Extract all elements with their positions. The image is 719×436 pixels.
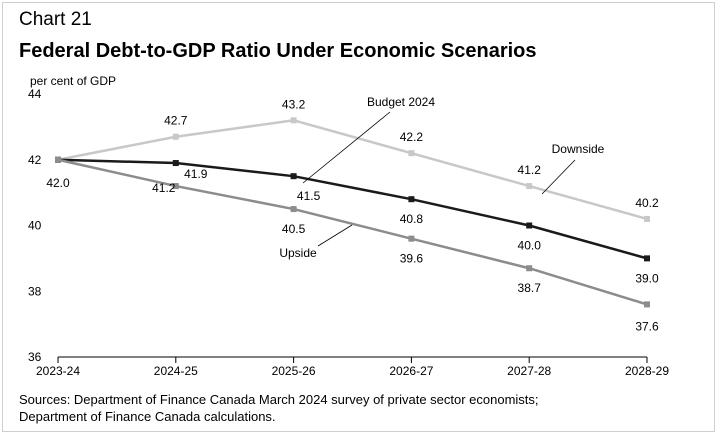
- point-budget-2024-2027-28: [526, 222, 533, 229]
- data-label-downside-2025-26: 43.2: [282, 97, 306, 111]
- sources-line-2: Department of Finance Canada calculation…: [19, 409, 276, 424]
- data-label-budget-2024-2028-29: 39.0: [635, 271, 659, 285]
- chart-title: Federal Debt-to-GDP Ratio Under Economic…: [19, 40, 537, 62]
- sources-note: Sources: Department of Finance Canada Ma…: [19, 391, 699, 425]
- data-label-upside-2027-28: 38.7: [518, 281, 542, 295]
- data-label-budget-2024-2026-27: 40.8: [400, 212, 424, 226]
- x-tick-label-2026-27: 2026-27: [389, 364, 433, 378]
- x-tick-label-2025-26: 2025-26: [272, 364, 316, 378]
- y-tick-label-40: 40: [28, 219, 42, 233]
- data-label-upside-2026-27: 39.6: [400, 252, 424, 266]
- point-downside-2027-28: [526, 183, 533, 190]
- series-label-budget-2024: Budget 2024: [367, 95, 435, 109]
- point-budget-2024-2026-27: [408, 196, 415, 203]
- data-label-downside-2026-27: 42.2: [400, 130, 424, 144]
- x-tick-label-2023-24: 2023-24: [36, 364, 80, 378]
- data-label-downside-2024-25: 42.7: [164, 114, 188, 128]
- data-label-upside-2024-25: 41.2: [152, 181, 176, 195]
- data-label-downside-2027-28: 41.2: [518, 163, 542, 177]
- leader-line-downside: [541, 159, 576, 195]
- data-label-budget-2024-2027-28: 40.0: [518, 239, 542, 253]
- point-downside-2026-27: [408, 150, 415, 157]
- y-axis-label: per cent of GDP: [30, 74, 116, 88]
- sources-line-1: Sources: Department of Finance Canada Ma…: [19, 392, 539, 407]
- point-budget-2024-2028-29: [644, 255, 650, 262]
- point-upside-2025-26: [290, 206, 297, 213]
- y-tick-label-42: 42: [28, 153, 42, 167]
- y-tick-label-36: 36: [28, 350, 42, 364]
- series-label-upside: Upside: [279, 246, 317, 260]
- data-label-budget-2024-2023-24: 42.0: [46, 176, 70, 190]
- point-budget-2024-2024-25: [172, 160, 179, 167]
- data-label-budget-2024-2024-25: 41.9: [184, 167, 208, 181]
- point-upside-2023-24: [55, 156, 61, 163]
- y-tick-label-44: 44: [28, 87, 42, 101]
- point-budget-2024-2025-26: [290, 173, 297, 180]
- point-downside-2028-29: [644, 215, 650, 222]
- data-label-upside-2028-29: 37.6: [635, 319, 659, 333]
- leader-line-budget-2024: [302, 111, 391, 184]
- x-tick-label-2027-28: 2027-28: [507, 364, 551, 378]
- series-label-downside: Downside: [552, 142, 605, 156]
- point-upside-2024-25: [172, 183, 179, 190]
- data-label-upside-2025-26: 40.5: [282, 222, 306, 236]
- y-tick-label-38: 38: [28, 284, 42, 298]
- x-tick-label-2028-29: 2028-29: [625, 364, 669, 378]
- point-downside-2025-26: [290, 117, 297, 124]
- point-upside-2028-29: [644, 301, 650, 308]
- data-label-budget-2024-2025-26: 41.5: [297, 189, 321, 203]
- chart-number: Chart 21: [19, 9, 92, 30]
- x-tick-label-2024-25: 2024-25: [154, 364, 198, 378]
- point-downside-2024-25: [172, 133, 179, 140]
- series-line-budget-2024: [57, 158, 648, 260]
- chart-frame: [2, 2, 715, 432]
- series-line-downside: [57, 119, 648, 221]
- series-line-upside: [57, 158, 648, 306]
- point-upside-2027-28: [526, 265, 533, 272]
- data-label-downside-2028-29: 40.2: [635, 196, 659, 210]
- point-upside-2026-27: [408, 235, 415, 242]
- leader-line-upside: [317, 224, 353, 247]
